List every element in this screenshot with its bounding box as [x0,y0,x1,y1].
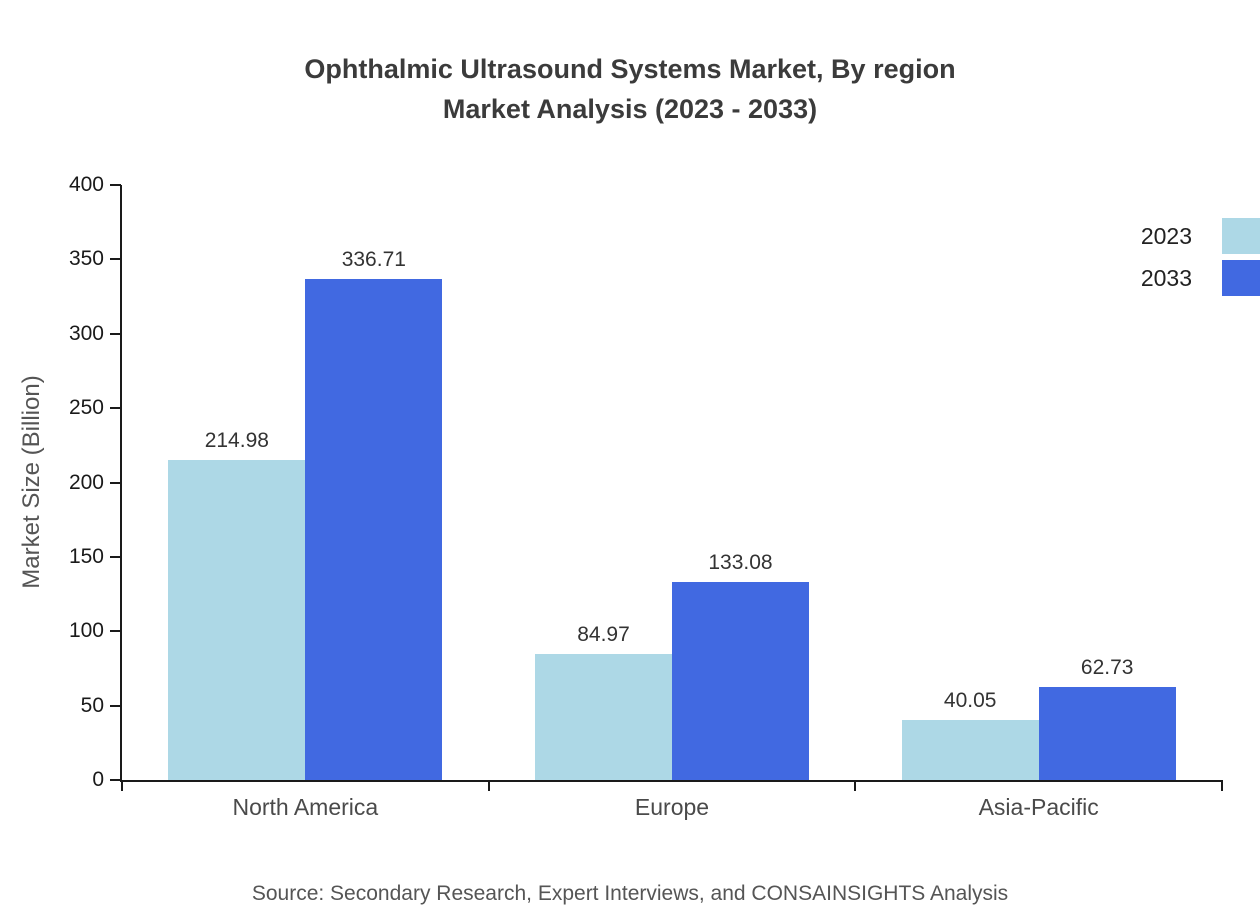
legend-row: 2033 [1141,258,1260,298]
source-note: Source: Secondary Research, Expert Inter… [251,882,1009,905]
plot-area: 214.98 336.71 North America 84.97 133.08 Euro… [69,173,1223,820]
legend-row: 2023 [1141,216,1260,256]
bar-groups: 214.98 336.71 North America 84.97 133.08 Euro… [122,185,1222,820]
bar-value-label: 214.98 [204,429,269,453]
bar [901,720,1039,780]
bar-group: 214.98 336.71 North America [122,185,489,820]
y-tick-label: 50 [80,693,104,717]
legend-label: 2033 [1140,264,1192,291]
y-tick-label: 200 [68,470,104,494]
bar-value-label: 336.71 [341,248,406,272]
x-tick-mark [854,780,857,791]
y-tick-mark [110,481,121,484]
legend-label: 2023 [1140,222,1192,249]
legend-swatch [1222,218,1260,254]
bar-group: 84.97 133.08 Europe [489,185,856,820]
y-tick-mark [110,407,121,410]
y-tick-mark [110,332,121,335]
bar-column: 336.71 [305,248,443,780]
bar [1038,686,1176,780]
x-tick-mark [1221,780,1223,791]
y-tick-mark [110,630,121,633]
y-tick-label: 250 [68,396,104,420]
y-tick-mark [110,704,121,707]
bar-column: 214.98 [168,429,306,780]
y-tick-mark [110,779,121,781]
chart-title: Ophthalmic Ultrasound Systems Market, By… [304,54,956,124]
bar-value-label: 133.08 [708,551,773,575]
bar [305,279,443,780]
bar-column: 62.73 [1038,655,1176,780]
y-tick-label: 350 [68,247,104,271]
bar-group: 40.05 62.73 Asia-Pacific [855,185,1222,820]
bar [535,653,672,780]
x-tick-mark [121,780,123,791]
bar-column: 133.08 [672,551,809,780]
bar-column: 40.05 [901,689,1039,780]
bar-value-label: 62.73 [1080,655,1134,679]
y-tick-label: 100 [68,619,104,643]
y-tick-mark [110,555,121,558]
bar-value-label: 40.05 [943,689,997,713]
legend-swatch [1222,260,1260,296]
bar-column: 84.97 [535,623,672,780]
x-category-label: Asia-Pacific [978,794,1099,820]
x-category-label: North America [232,794,379,820]
y-tick-mark [110,258,121,261]
bar-value-label: 84.97 [577,622,630,646]
y-tick-label: 300 [68,321,104,345]
bar [672,582,809,780]
y-tick-mark [110,184,121,186]
bar [168,460,306,780]
x-category-label: Europe [634,794,710,820]
legend: 2023 2033 [1141,216,1260,298]
x-tick-mark [487,780,490,791]
y-tick-label: 150 [68,544,104,568]
y-tick-label: 400 [68,173,104,196]
y-tick-label: 0 [92,768,104,791]
